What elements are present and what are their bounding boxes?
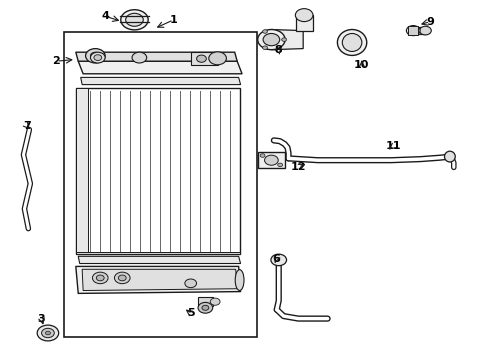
Text: 8: 8 xyxy=(274,45,282,55)
Text: 4: 4 xyxy=(101,11,109,21)
Polygon shape xyxy=(198,297,212,306)
Text: 7: 7 xyxy=(23,121,31,131)
Polygon shape xyxy=(76,88,239,254)
Text: 2: 2 xyxy=(52,56,60,66)
Text: 10: 10 xyxy=(353,60,369,70)
Polygon shape xyxy=(76,252,239,254)
Polygon shape xyxy=(78,256,240,264)
Circle shape xyxy=(264,155,278,165)
Circle shape xyxy=(37,325,59,341)
Circle shape xyxy=(406,26,419,36)
Circle shape xyxy=(277,163,282,167)
Circle shape xyxy=(208,52,226,65)
Circle shape xyxy=(295,9,312,22)
Circle shape xyxy=(96,275,104,281)
Polygon shape xyxy=(81,77,240,85)
Text: 9: 9 xyxy=(426,17,433,27)
Circle shape xyxy=(262,30,267,33)
Ellipse shape xyxy=(235,270,244,291)
Circle shape xyxy=(41,328,54,338)
Circle shape xyxy=(90,52,105,63)
Circle shape xyxy=(196,55,206,62)
Circle shape xyxy=(257,30,285,50)
Ellipse shape xyxy=(337,30,366,55)
Polygon shape xyxy=(76,88,88,254)
Polygon shape xyxy=(190,52,217,65)
Circle shape xyxy=(202,305,208,310)
Circle shape xyxy=(281,38,286,41)
Text: 11: 11 xyxy=(385,141,401,151)
Ellipse shape xyxy=(342,33,361,51)
Circle shape xyxy=(92,272,108,284)
Circle shape xyxy=(198,302,212,313)
Circle shape xyxy=(121,10,148,30)
Polygon shape xyxy=(257,152,285,168)
Polygon shape xyxy=(271,30,303,50)
Ellipse shape xyxy=(444,151,454,162)
Text: 6: 6 xyxy=(272,254,280,264)
Circle shape xyxy=(45,331,50,335)
Circle shape xyxy=(184,279,196,288)
Circle shape xyxy=(90,52,100,59)
Text: 1: 1 xyxy=(169,15,177,25)
Circle shape xyxy=(262,46,267,50)
Polygon shape xyxy=(76,266,240,293)
Circle shape xyxy=(132,52,146,63)
Text: 12: 12 xyxy=(290,162,305,172)
Polygon shape xyxy=(78,61,242,74)
Bar xyxy=(63,32,256,337)
Circle shape xyxy=(114,272,130,284)
Circle shape xyxy=(210,298,220,305)
Circle shape xyxy=(419,26,430,35)
Polygon shape xyxy=(82,269,237,291)
Circle shape xyxy=(270,254,286,266)
Polygon shape xyxy=(412,27,425,34)
Polygon shape xyxy=(407,26,417,35)
Polygon shape xyxy=(295,15,312,31)
Polygon shape xyxy=(76,52,237,61)
Text: 3: 3 xyxy=(38,314,45,324)
Circle shape xyxy=(118,275,126,281)
Circle shape xyxy=(85,49,105,63)
Circle shape xyxy=(94,55,102,60)
Circle shape xyxy=(260,154,264,157)
Text: 5: 5 xyxy=(186,308,194,318)
Circle shape xyxy=(125,13,143,26)
Circle shape xyxy=(263,33,279,46)
